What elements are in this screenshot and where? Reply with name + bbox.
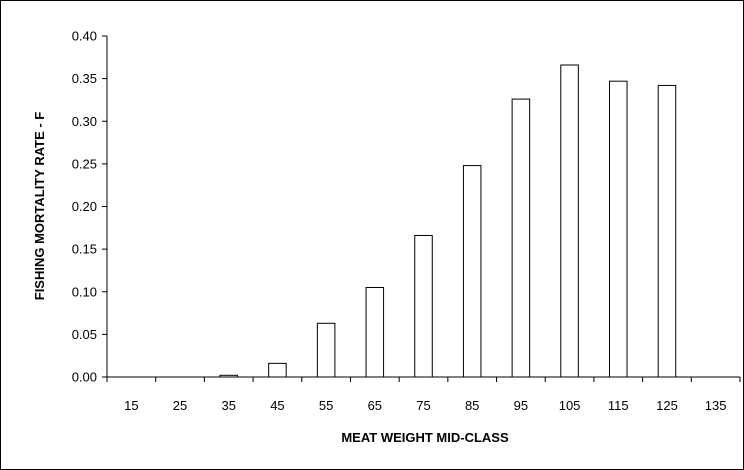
- bar-75: [414, 234, 433, 378]
- x-tick-label: 35: [221, 398, 235, 413]
- x-tick-label: 55: [319, 398, 333, 413]
- y-tick-label: 0.00: [72, 370, 97, 385]
- y-tick-label: 0.20: [72, 199, 97, 214]
- y-axis-title: FISHING MORTALITY RATE - F: [32, 112, 47, 301]
- x-tick-label: 75: [416, 398, 430, 413]
- y-tick-label: 0.30: [72, 114, 97, 129]
- bar-85: [462, 165, 482, 378]
- y-axis-ticks: 0.00 0.05 0.10 0.15 0.20 0.25 0.30 0.35 0.40: [72, 29, 107, 385]
- bar-115: [609, 80, 628, 378]
- bar-125: [657, 84, 677, 378]
- x-axis-ticks: 15 25 35 45 55 65 75 85 95 105 115 125 135: [106, 377, 741, 413]
- y-tick-label: 0.40: [72, 29, 97, 44]
- bar-65: [365, 286, 385, 378]
- y-tick-label: 0.10: [72, 284, 97, 299]
- y-tick-label: 0.05: [72, 327, 97, 342]
- bars: [219, 64, 677, 378]
- y-tick-label: 0.15: [72, 242, 97, 257]
- x-tick-label: 115: [608, 398, 629, 413]
- bar-55: [316, 322, 336, 378]
- x-tick-label: 135: [705, 398, 727, 413]
- x-tick-label: 125: [656, 398, 678, 413]
- x-tick-label: 95: [514, 398, 528, 413]
- bar-105: [560, 64, 579, 378]
- y-tick-label: 0.35: [72, 71, 97, 86]
- bar-95: [511, 98, 531, 378]
- x-tick-label: 15: [124, 398, 138, 413]
- x-tick-label: 45: [270, 398, 284, 413]
- bar-45: [268, 362, 287, 378]
- y-tick-label: 0.25: [72, 156, 97, 171]
- bar-35: [219, 374, 238, 378]
- x-tick-label: 105: [559, 398, 581, 413]
- x-tick-label: 65: [368, 398, 382, 413]
- x-tick-label: 25: [173, 398, 187, 413]
- x-axis-title: MEAT WEIGHT MID-CLASS: [341, 430, 509, 445]
- x-tick-label: 85: [465, 398, 479, 413]
